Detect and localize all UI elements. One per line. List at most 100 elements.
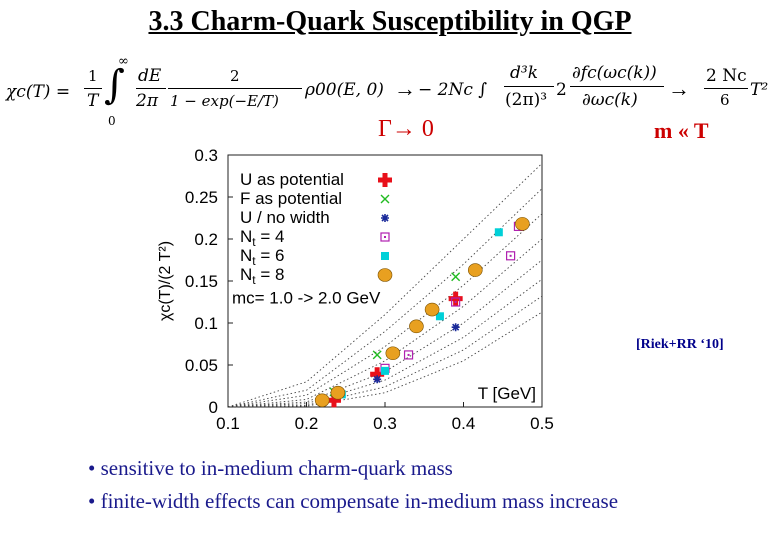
formula-int-upper: ∞ [118, 54, 129, 69]
citation: [Riek+RR ‘10] [636, 337, 724, 352]
dotted-curve [227, 188, 543, 408]
data-point [448, 291, 463, 306]
data-point [372, 350, 382, 360]
data-point-box [506, 251, 516, 261]
bullet-list: • sensitive to in-medium charm-quark mas… [88, 452, 618, 518]
formula-frac6-num: 2 Nc [706, 66, 747, 86]
data-point-v [331, 393, 337, 408]
formula-frac6-den: 6 [720, 91, 730, 109]
data-point [451, 323, 460, 332]
data-point-fill [381, 366, 389, 375]
data-point-fill [435, 312, 444, 321]
data-point [467, 263, 483, 277]
formula-frac1-num: 1 [88, 67, 98, 85]
data-point [326, 393, 341, 408]
legend-marker [378, 173, 392, 187]
dotted-curve [227, 213, 543, 408]
legend-label: U as potential [240, 170, 344, 189]
legend-marker-dot [384, 236, 386, 238]
data-point-circ [314, 393, 330, 408]
data-point-box [403, 350, 414, 360]
formula-two: 2 [556, 80, 567, 100]
data-point [506, 251, 516, 261]
data-point-star [451, 323, 460, 332]
legend-marker [380, 194, 390, 204]
x-tick-label: 0.2 [295, 414, 319, 433]
x-tick-label: 0.1 [216, 414, 240, 433]
data-point-dot [407, 353, 410, 356]
data-point-star [373, 375, 382, 384]
data-point-v [374, 367, 380, 382]
data-point [451, 297, 461, 307]
legend-marker [381, 252, 389, 260]
legend-label: U / no width [240, 208, 330, 227]
formula-frac5-den: ∂ωc(k) [582, 90, 638, 110]
legend-marker [377, 268, 393, 282]
formula-lhs: χc(T) = [6, 82, 71, 102]
data-point-circ [515, 217, 530, 231]
legend-marker-circ [377, 268, 393, 282]
data-point [451, 272, 461, 282]
y-tick-label: 0.2 [194, 230, 218, 249]
formula-arrow-1: → [394, 76, 416, 101]
formula-frac1-den: T [87, 91, 99, 111]
formula-frac3-den: 1 − exp(−E/T) [170, 92, 279, 110]
data-point [424, 302, 440, 317]
formula-int-lower: 0 [108, 114, 116, 128]
data-point [373, 375, 382, 384]
dotted-curve [227, 311, 543, 408]
formula-frac3-bar [168, 88, 302, 89]
legend-label: Nt = 6 [240, 246, 284, 268]
legend-marker [380, 232, 390, 242]
legend-marker-v [382, 173, 388, 187]
slide-title: 3.3 Charm-Quark Susceptibility in QGP [148, 6, 632, 37]
legend-marker-box [380, 232, 390, 242]
legend-marker-fill [381, 252, 389, 260]
x-tick-label: 0.4 [452, 414, 476, 433]
data-point-box [451, 297, 461, 307]
y-tick-label: 0.05 [185, 356, 218, 375]
y-tick-label: 0 [209, 398, 218, 417]
data-point-circ [424, 302, 440, 317]
data-point-circ [385, 346, 401, 361]
formula-frac2-den: 2π [136, 91, 158, 111]
data-point [435, 312, 444, 321]
data-point-fill [494, 228, 503, 237]
formula-t-pow: T² [750, 80, 769, 100]
legend-marker-x [380, 194, 390, 204]
x-tick-label: 0.3 [373, 414, 397, 433]
mass-annotation: mc= 1.0 -> 2.0 GeV [232, 289, 381, 308]
dotted-curve [227, 295, 543, 408]
formula-frac4-bar [504, 86, 554, 87]
formula-frac3-num: 2 [230, 67, 240, 85]
dotted-curve [227, 259, 543, 408]
dotted-curve [227, 238, 543, 408]
x-tick-label: 0.5 [530, 414, 554, 433]
y-tick-label: 0.3 [194, 146, 218, 165]
bullet-item: • sensitive to in-medium charm-quark mas… [88, 456, 453, 480]
data-point-x [451, 272, 461, 282]
data-point [403, 350, 414, 360]
data-point [385, 346, 401, 361]
y-tick-label: 0.15 [185, 272, 218, 291]
data-point-circ [467, 263, 483, 277]
data-point-x [372, 350, 382, 360]
legend-label: Nt = 8 [240, 265, 284, 287]
formula-arrow-2: → [668, 76, 690, 101]
data-point [314, 393, 330, 408]
integral-sign: ∫ [104, 62, 125, 108]
data-point-circ [330, 385, 346, 400]
formula-rho: ρ00(E, 0) [305, 80, 384, 100]
legend-label: Nt = 4 [240, 227, 284, 249]
data-point-dot [509, 254, 512, 257]
formula-left [2, 50, 390, 134]
formula-frac5-num: ∂fc(ωc(k)) [572, 63, 657, 83]
formula-frac1-bar [84, 88, 102, 89]
data-point [515, 217, 530, 231]
formula-mid: − 2Nc ∫ [418, 80, 488, 100]
y-tick-label: 0.25 [185, 188, 218, 207]
legend-marker-star [381, 214, 389, 222]
data-point [494, 228, 503, 237]
formula-right [496, 60, 776, 122]
data-point [330, 385, 346, 400]
